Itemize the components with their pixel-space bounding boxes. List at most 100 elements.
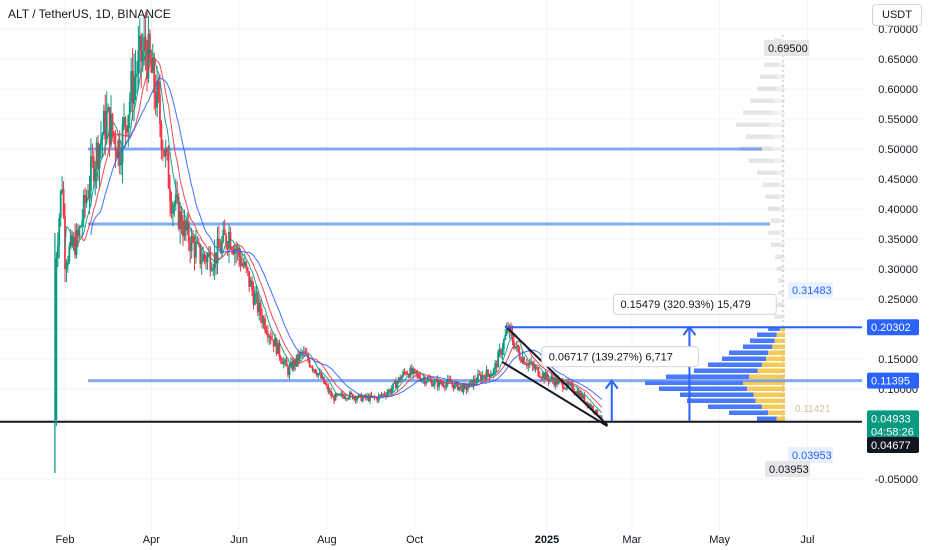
volume-profile-bar xyxy=(775,254,783,259)
candle-body xyxy=(511,331,514,342)
time-axis[interactable]: Feb Apr Jun Aug Oct 2025 Mar May Jul xyxy=(56,534,815,546)
candle-body xyxy=(525,364,528,366)
candle-body xyxy=(589,403,592,408)
candle-body xyxy=(393,381,396,384)
volume-profile-bar xyxy=(745,134,774,139)
candle-body xyxy=(347,398,350,400)
candle-body xyxy=(125,126,128,133)
candle-body xyxy=(328,391,331,393)
volume-profile-bar-buy xyxy=(770,122,785,127)
candle-body xyxy=(285,359,288,367)
candle-body xyxy=(406,373,409,375)
candle-body xyxy=(225,234,228,246)
volume-profile-bar xyxy=(748,158,775,163)
candle-body xyxy=(249,280,252,287)
candle-body xyxy=(323,376,325,384)
candle-body xyxy=(428,378,430,380)
candle-body xyxy=(183,220,186,237)
volume-profile-bar-buy xyxy=(757,368,785,373)
candle-body xyxy=(523,357,525,364)
candle-body xyxy=(392,383,394,390)
x-tick-label: Jun xyxy=(230,534,248,546)
candle-body xyxy=(138,35,141,51)
candle-body xyxy=(137,50,140,74)
moving-average-line xyxy=(74,57,603,408)
candle-body xyxy=(521,357,524,363)
candle-body xyxy=(163,150,166,157)
candle-body xyxy=(212,268,215,271)
volume-profile-bar-buy xyxy=(780,242,785,247)
candle-body xyxy=(143,36,146,52)
candle-body xyxy=(148,33,151,58)
candle-body xyxy=(354,397,357,401)
volume-profile-bar xyxy=(764,62,779,67)
candle-body xyxy=(383,393,386,396)
volume-profile-bar xyxy=(776,266,783,271)
volume-profile-bar xyxy=(743,344,773,349)
candle-body xyxy=(310,366,312,368)
candle-body xyxy=(251,280,253,291)
currency-button[interactable]: USDT xyxy=(872,4,922,26)
volume-profile-bar-buy xyxy=(771,146,785,151)
low-price-label-bg xyxy=(765,461,810,477)
candle-body xyxy=(344,398,347,400)
candle-body xyxy=(85,197,88,204)
candle-body xyxy=(141,51,144,62)
candle-body xyxy=(92,157,95,182)
candle-body xyxy=(105,111,108,140)
candle-body xyxy=(102,110,105,135)
candle-body xyxy=(213,252,216,269)
level-price-tag-bg xyxy=(867,436,919,453)
candle-body xyxy=(144,36,147,51)
volume-profile-bar-buy xyxy=(778,182,785,187)
candle-body xyxy=(56,245,59,259)
candle-body xyxy=(89,156,92,191)
candle-body xyxy=(233,248,236,254)
volume-profile-bar-buy xyxy=(779,326,785,331)
candle-body xyxy=(95,142,98,170)
candle-body xyxy=(540,377,543,379)
candle-body xyxy=(304,351,307,355)
candle-body xyxy=(97,142,99,169)
candle-body xyxy=(61,189,64,192)
candle-body xyxy=(584,401,587,403)
candle-body xyxy=(173,204,176,206)
candle-body xyxy=(202,253,205,262)
volume-profile-bar xyxy=(773,314,782,319)
symbol-title: ALT / TetherUS, 1D, BINANCE xyxy=(8,7,171,21)
candle-body xyxy=(518,351,521,359)
candle-body xyxy=(150,57,153,73)
volume-profile-bar-buy xyxy=(782,254,785,259)
candle-body xyxy=(445,383,448,388)
y-tick-label: 0.50000 xyxy=(878,144,918,156)
candle-body xyxy=(242,263,245,266)
candle-body xyxy=(350,392,353,394)
candle-body xyxy=(405,372,407,374)
candle-body xyxy=(554,378,557,386)
profile-top-label: 0.69500 xyxy=(768,43,808,55)
candle-body xyxy=(538,376,541,378)
candle-body xyxy=(502,339,505,350)
y-tick-label: 0.65000 xyxy=(878,54,918,66)
candle-body xyxy=(82,194,85,221)
candle-body xyxy=(241,263,243,266)
candle-body xyxy=(216,238,219,264)
volume-profile-bar xyxy=(659,386,748,391)
volume-profile-bar-buy xyxy=(774,158,785,163)
candle-body xyxy=(446,378,449,384)
volume-profile-bar-buy xyxy=(761,404,785,409)
candle-body xyxy=(266,333,269,338)
candle-body xyxy=(477,374,479,382)
candle-body xyxy=(571,384,574,392)
candle-body xyxy=(514,346,517,349)
candle-body xyxy=(258,303,261,313)
candle-body xyxy=(517,345,520,352)
candle-body xyxy=(301,352,304,354)
candle-body xyxy=(200,261,203,264)
candle-body xyxy=(333,396,335,401)
candle-body xyxy=(462,384,465,392)
candle-body xyxy=(182,229,184,237)
volume-profile-bar xyxy=(708,404,762,409)
